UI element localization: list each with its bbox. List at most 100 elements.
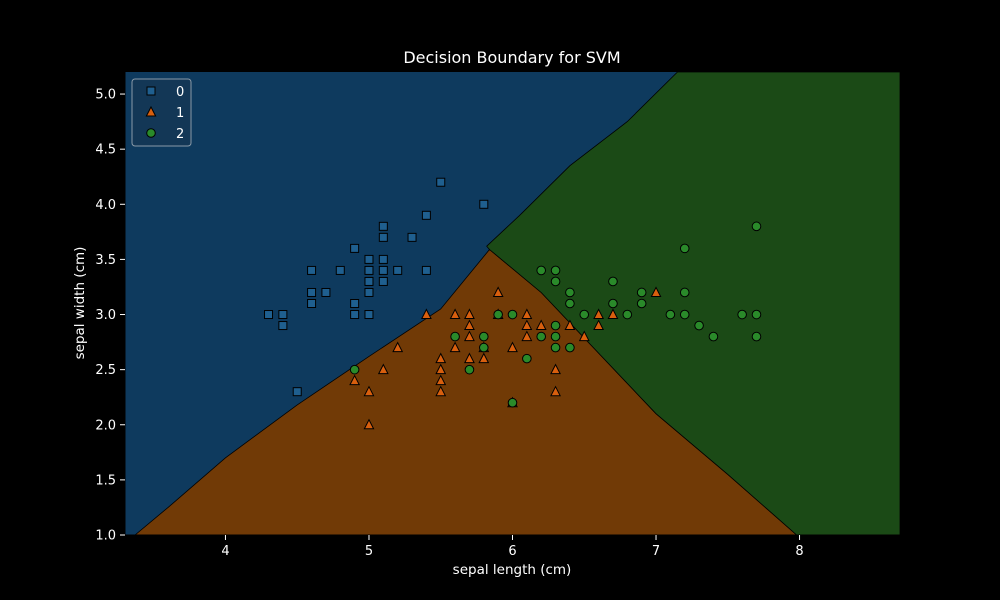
- data-point-class-0: [350, 310, 360, 320]
- x-tick-label: 8: [795, 544, 803, 559]
- data-point-class-1: [650, 286, 662, 297]
- data-point-class-0: [335, 265, 345, 275]
- data-point-class-2: [478, 331, 489, 342]
- data-point-class-1: [464, 330, 475, 342]
- data-point-class-2: [751, 221, 762, 232]
- data-point-class-0: [292, 387, 302, 397]
- x-axis-label: sepal length (cm): [453, 562, 572, 578]
- data-point-class-0: [350, 299, 360, 308]
- data-point-class-1: [464, 319, 475, 331]
- data-point-class-2: [751, 331, 762, 342]
- data-point-class-2: [622, 309, 633, 320]
- legend: 0 1 2: [131, 78, 192, 147]
- data-point-class-1: [420, 308, 432, 320]
- data-point-class-1: [521, 319, 533, 331]
- y-tick-label: 5.0: [95, 88, 116, 103]
- data-point-class-0: [350, 243, 360, 253]
- data-point-class-0: [264, 310, 274, 320]
- data-point-class-1: [550, 363, 561, 375]
- region-class-2: [486, 72, 900, 535]
- data-point-class-0: [479, 199, 489, 209]
- data-point-class-0: [378, 232, 388, 242]
- data-point-class-1: [535, 319, 547, 331]
- data-point-class-1: [464, 308, 475, 320]
- data-point-class-1: [507, 341, 518, 353]
- data-point-class-2: [550, 342, 561, 353]
- data-point-class-1: [363, 385, 375, 397]
- x-tick-label: 6: [508, 544, 516, 559]
- data-point-class-2: [349, 364, 360, 375]
- data-point-class-2: [565, 342, 575, 353]
- data-point-class-2: [679, 309, 690, 320]
- data-point-class-2: [608, 298, 618, 309]
- data-point-class-1: [464, 352, 475, 364]
- y-axis-label: sepal width (cm): [72, 247, 88, 360]
- data-point-class-1: [521, 308, 533, 320]
- x-tick-label: 4: [221, 544, 229, 559]
- data-point-class-0: [278, 321, 288, 331]
- x-tick-label: 7: [652, 544, 660, 559]
- data-point-class-2: [507, 309, 518, 320]
- data-point-class-0: [378, 276, 388, 286]
- data-point-class-2: [550, 265, 561, 276]
- data-point-class-2: [679, 287, 690, 298]
- data-point-class-0: [378, 265, 388, 275]
- data-point-class-2: [608, 276, 618, 287]
- data-point-class-2: [694, 320, 704, 331]
- data-point-class-2: [565, 287, 575, 298]
- data-point-class-0: [307, 287, 317, 297]
- data-point-class-1: [435, 352, 447, 364]
- data-point-class-0: [364, 276, 374, 286]
- data-point-class-1: [478, 352, 490, 364]
- data-point-class-2: [450, 331, 460, 342]
- data-point-class-0: [364, 310, 374, 320]
- axes: 4 5 6 7 8 1.0 1.5 2.0 2.5 3.0 3.5 4.0 4.5 5.0: [95, 72, 900, 559]
- data-points: [264, 177, 762, 430]
- y-tick-label: 3.0: [95, 308, 116, 323]
- data-point-class-2: [665, 309, 676, 320]
- data-point-class-2: [550, 276, 561, 287]
- data-point-class-2: [636, 287, 647, 298]
- y-tick-label: 2.0: [95, 418, 116, 433]
- data-point-class-2: [636, 298, 647, 309]
- y-tick-label: 4.0: [95, 198, 116, 213]
- data-point-class-1: [492, 286, 504, 297]
- data-point-class-2: [550, 331, 561, 342]
- legend-label-class-2: 2: [176, 127, 184, 142]
- data-point-class-0: [364, 287, 374, 297]
- data-point-class-0: [364, 265, 374, 275]
- data-point-class-1: [607, 308, 619, 320]
- data-point-class-0: [393, 265, 403, 275]
- data-point-class-0: [421, 210, 431, 220]
- data-point-class-2: [464, 364, 475, 375]
- data-point-class-1: [363, 418, 375, 430]
- data-point-class-2: [708, 331, 719, 342]
- data-point-class-0: [407, 232, 417, 242]
- legend-marker-class-1: [145, 105, 157, 117]
- data-point-class-0: [278, 310, 288, 320]
- y-tick-label: 4.5: [95, 143, 116, 158]
- data-point-class-1: [593, 319, 605, 331]
- data-point-class-0: [421, 265, 431, 275]
- data-point-class-1: [435, 374, 447, 386]
- data-point-class-0: [307, 265, 317, 275]
- chart-title: Decision Boundary for SVM: [403, 48, 620, 67]
- data-point-class-0: [378, 254, 388, 264]
- data-point-class-0: [321, 287, 331, 297]
- y-tick-label: 1.0: [95, 529, 116, 544]
- y-tick-label: 3.5: [95, 253, 116, 268]
- data-point-class-2: [579, 309, 590, 320]
- legend-marker-class-2: [146, 128, 156, 138]
- data-point-class-1: [449, 341, 461, 353]
- data-point-class-1: [564, 319, 576, 331]
- data-point-class-1: [392, 341, 404, 353]
- data-point-class-2: [550, 320, 561, 331]
- data-point-class-2: [478, 342, 489, 353]
- legend-label-class-1: 1: [176, 106, 184, 121]
- data-point-class-1: [521, 330, 533, 342]
- data-point-class-1: [349, 374, 361, 386]
- y-tick-label: 1.5: [95, 473, 116, 488]
- data-point-class-1: [449, 308, 461, 320]
- data-point-class-2: [565, 298, 575, 309]
- data-point-class-1: [550, 385, 561, 397]
